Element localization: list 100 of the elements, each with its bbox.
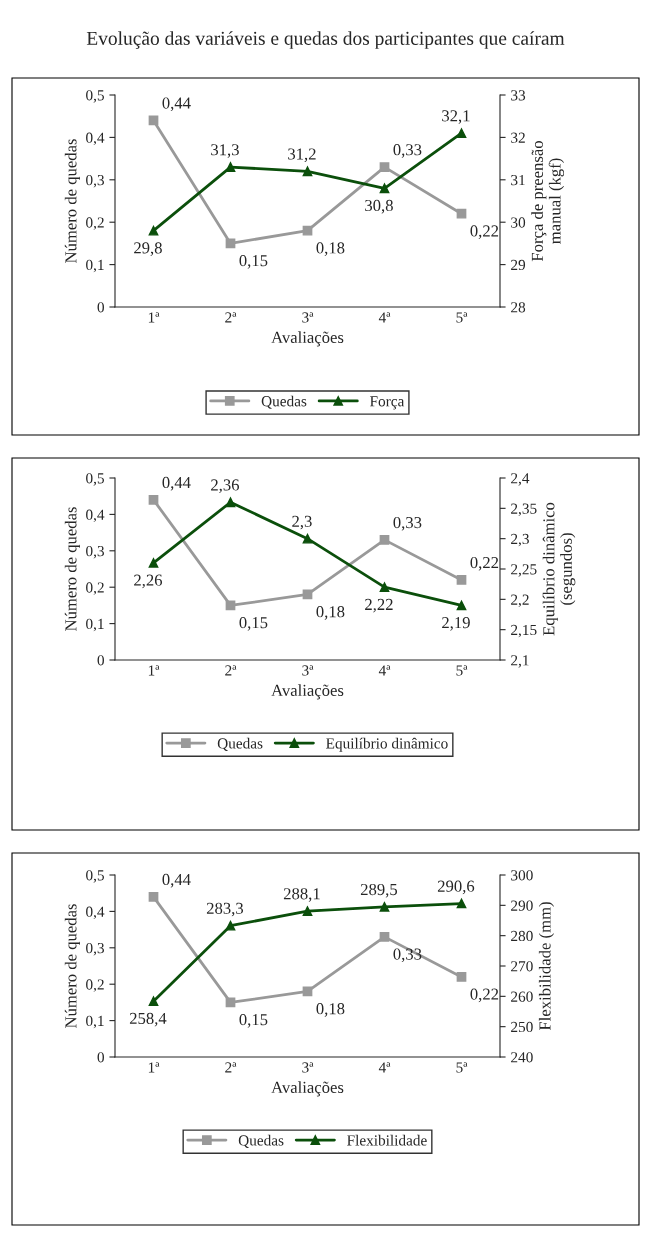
point bbox=[379, 162, 390, 172]
data-label: 0,44 bbox=[162, 873, 191, 888]
x-tick-label: 2ª bbox=[225, 1062, 237, 1073]
y-tick-label: 0,4 bbox=[86, 906, 105, 920]
y2-tick-label: 2,15 bbox=[511, 624, 537, 638]
y-tick-label: 0,3 bbox=[86, 942, 104, 956]
legend-label: Força bbox=[369, 396, 405, 410]
x-tick-label: 3ª bbox=[302, 312, 314, 323]
y-tick-label: 0,2 bbox=[86, 582, 104, 595]
x-axis-title: Avaliações bbox=[271, 331, 344, 347]
y2-tick-label: 28 bbox=[511, 302, 526, 313]
data-label: 0,44 bbox=[162, 97, 191, 112]
data-label: 0,22 bbox=[470, 556, 499, 571]
y2-tick-label: 280 bbox=[511, 930, 533, 942]
point bbox=[148, 494, 159, 505]
data-label: 288,1 bbox=[283, 888, 320, 902]
point bbox=[379, 183, 390, 194]
point bbox=[456, 575, 467, 585]
data-label: 0,18 bbox=[316, 606, 345, 620]
data-label: 32,1 bbox=[442, 110, 470, 124]
chart-title: Evolução das variáveis e quedas dos participantes que caíram bbox=[86, 31, 565, 49]
data-label: 2,26 bbox=[134, 574, 163, 589]
legend-label: Quedas bbox=[217, 737, 263, 751]
x-tick-label: 4ª bbox=[378, 1062, 391, 1073]
y-tick-label: 0,1 bbox=[86, 1015, 104, 1029]
x-tick-label: 1ª bbox=[148, 665, 160, 676]
data-label: 0,15 bbox=[239, 616, 268, 631]
x-tick-label: 1ª bbox=[148, 1062, 160, 1073]
y2-tick-label: 2,25 bbox=[511, 564, 537, 577]
y2-tick-label: 29 bbox=[511, 259, 526, 271]
y2-tick-label: 2,35 bbox=[511, 503, 537, 516]
y2-axis-title: Força de preensão manual (kgf) bbox=[531, 141, 565, 262]
y-tick-label: 0,4 bbox=[86, 509, 105, 523]
y2-tick-label: 270 bbox=[511, 961, 533, 972]
point bbox=[302, 533, 313, 544]
x-tick-label: 5ª bbox=[456, 665, 468, 676]
x-tick-label: 2ª bbox=[225, 665, 237, 676]
y2-tick-label: 33 bbox=[511, 90, 526, 101]
point bbox=[456, 128, 467, 139]
y2-tick-label: 2,1 bbox=[511, 655, 529, 668]
y-tick-label: 0,1 bbox=[86, 259, 104, 273]
legend-label: Quedas bbox=[238, 1134, 284, 1148]
x-tick-label: 5ª bbox=[456, 1062, 468, 1073]
data-label: 31,2 bbox=[288, 148, 316, 162]
data-label: 2,22 bbox=[365, 598, 393, 613]
y-tick-label: 0,3 bbox=[86, 545, 104, 559]
y-tick-label: 0,5 bbox=[86, 90, 104, 103]
data-label: 2,36 bbox=[211, 479, 240, 493]
data-label: 30,8 bbox=[365, 199, 393, 214]
x-tick-label: 4ª bbox=[378, 665, 391, 676]
point bbox=[456, 208, 467, 219]
data-label: 0,33 bbox=[393, 948, 422, 963]
y-axis-title: Número de quedas bbox=[64, 904, 80, 1028]
y-tick-label: 0,2 bbox=[86, 979, 104, 992]
point bbox=[456, 600, 467, 611]
y2-tick-label: 2,2 bbox=[511, 594, 529, 607]
x-tick-label: 5ª bbox=[456, 312, 468, 323]
point bbox=[456, 898, 467, 909]
y2-tick-label: 260 bbox=[511, 991, 533, 1002]
y-axis-title: Número de quedas bbox=[64, 507, 80, 631]
y-tick-label: 0,5 bbox=[86, 473, 104, 486]
y2-tick-label: 300 bbox=[511, 870, 533, 881]
data-label: 283,3 bbox=[206, 902, 244, 917]
point bbox=[379, 932, 390, 942]
data-label: 0,44 bbox=[162, 476, 191, 491]
data-label: 258,4 bbox=[129, 1012, 167, 1027]
point bbox=[302, 906, 313, 916]
y2-axis-title: Flexibilidade (mm) bbox=[538, 902, 554, 1031]
point bbox=[302, 225, 313, 236]
y2-tick-label: 32 bbox=[511, 132, 525, 143]
legend-label: Equilíbrio dinâmico bbox=[326, 737, 448, 752]
data-label: 0,15 bbox=[239, 1013, 268, 1028]
x-tick-label: 3ª bbox=[302, 1062, 314, 1073]
y2-tick-label: 240 bbox=[511, 1052, 533, 1063]
data-label: 0,33 bbox=[393, 516, 422, 531]
y-axis-title: Número de quedas bbox=[64, 139, 80, 263]
data-label: 0,33 bbox=[393, 144, 422, 158]
point bbox=[225, 920, 236, 931]
data-label: 2,3 bbox=[292, 515, 312, 530]
point bbox=[148, 558, 159, 568]
legend-label: Quedas bbox=[261, 395, 307, 409]
y-tick-label: 0,5 bbox=[86, 870, 104, 883]
point bbox=[148, 996, 159, 1007]
point bbox=[148, 225, 159, 236]
y2-tick-label: 250 bbox=[511, 1021, 533, 1033]
point bbox=[379, 582, 390, 593]
y-tick-label: 0,2 bbox=[86, 217, 104, 230]
x-tick-label: 3ª bbox=[302, 665, 314, 676]
y-tick-label: 0 bbox=[97, 655, 104, 666]
y2-tick-label: 2,3 bbox=[511, 533, 529, 547]
y-tick-label: 0,1 bbox=[86, 618, 104, 632]
x-tick-label: 4ª bbox=[378, 312, 391, 323]
x-tick-label: 2ª bbox=[225, 312, 237, 323]
y-tick-label: 0,4 bbox=[86, 132, 105, 146]
x-axis-title: Avaliações bbox=[271, 684, 344, 700]
data-label: 0,18 bbox=[316, 1003, 345, 1017]
data-label: 31,3 bbox=[211, 144, 239, 158]
data-label: 0,22 bbox=[470, 225, 499, 239]
data-label: 289,5 bbox=[360, 883, 398, 898]
point bbox=[225, 162, 236, 172]
